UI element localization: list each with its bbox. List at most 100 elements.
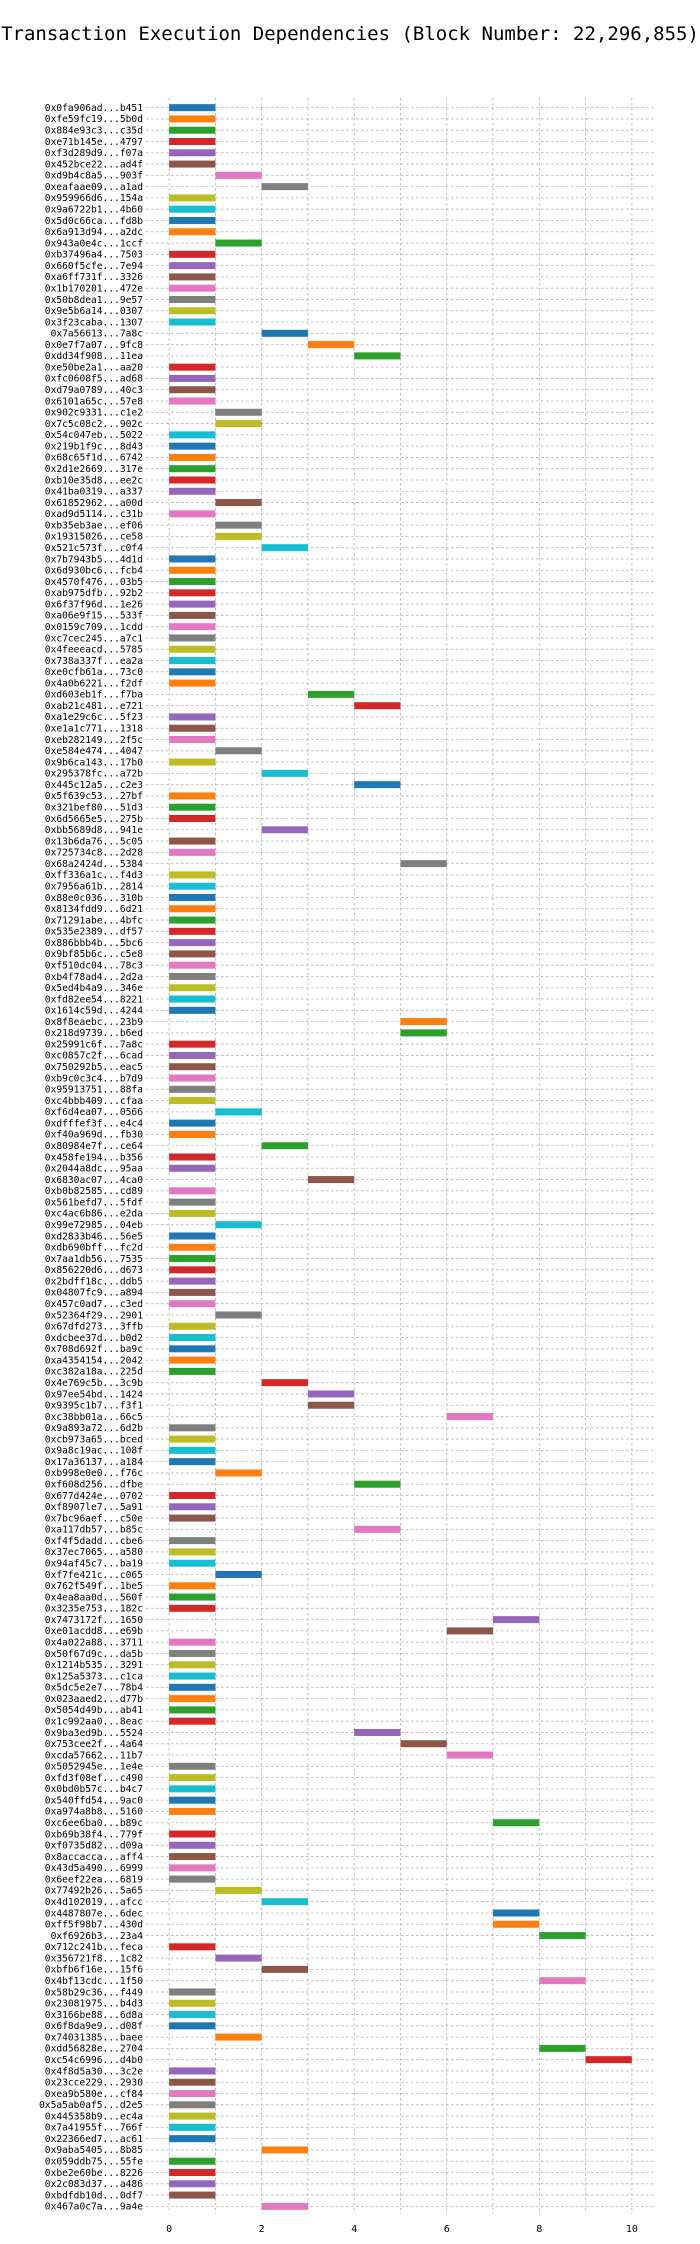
y-tick-label: 0x8accacca...aff4 (45, 1852, 143, 1863)
y-tick-label: 0xf608d256...dfbe (45, 1480, 143, 1491)
gantt-bar (169, 758, 216, 766)
gantt-bar (169, 1300, 216, 1308)
gantt-bar (215, 1311, 262, 1319)
y-tick-label: 0x712c241b...feca (45, 1942, 143, 1953)
gantt-bar (539, 1977, 586, 1985)
y-tick-label: 0x540ffd54...9ac0 (45, 1795, 143, 1806)
y-tick-label: 0xe50be2a1...aa20 (45, 362, 143, 373)
y-tick-label: 0x762f549f...1be5 (45, 1581, 143, 1592)
y-tick-label: 0x7a41955f...766f (45, 2123, 143, 2134)
y-tick-label: 0x6830ac07...4ca0 (45, 1175, 143, 1186)
gantt-bar (169, 1864, 216, 1872)
gantt-bar (169, 589, 216, 597)
y-tick-label: 0x561befd7...5fdf (45, 1197, 143, 1208)
y-tick-label: 0x7b7943b5...4d1d (45, 554, 143, 565)
y-tick-label: 0xb4f78ad4...2d2a (45, 972, 143, 983)
y-tick-label: 0xb9c0c3c4...b7d9 (45, 1073, 143, 1084)
gantt-bar (307, 341, 355, 349)
y-tick-label: 0xc0857c2f...6cad (45, 1051, 143, 1062)
gantt-bar (169, 104, 216, 112)
bar-layer (169, 104, 632, 2210)
y-tick-label: 0x41ba0319...a337 (45, 487, 143, 498)
gantt-bar (261, 2146, 308, 2154)
y-tick-label: 0xa1e29c6c...5f23 (45, 712, 143, 723)
y-tick-label: 0xfd82ee54...8221 (45, 994, 143, 1005)
y-tick-label: 0x5ed4b4a9...346e (45, 983, 143, 994)
y-tick-label: 0xa06e9f15...533f (45, 611, 143, 622)
gantt-bar (169, 1130, 216, 1138)
gantt-bar (215, 1954, 262, 1962)
gantt-bar (539, 1932, 586, 1940)
y-tick-label: 0xea9b580e...cf84 (45, 2089, 143, 2100)
gantt-bar (169, 814, 216, 822)
y-tick-label: 0xf8907le7...5a91 (45, 1502, 143, 1513)
gantt-bar (169, 657, 216, 665)
y-tick-label: 0x0fa906ad...b451 (45, 103, 143, 114)
y-tick-label: 0x3f23caba...1307 (45, 317, 143, 328)
gantt-bar (169, 1435, 216, 1443)
y-tick-label: 0xc38bb01a...66c5 (45, 1412, 143, 1423)
y-tick-label: 0x6a913d94...a2dc (45, 227, 143, 238)
gantt-bar (169, 465, 216, 473)
gantt-bar (169, 318, 216, 326)
gantt-bar (493, 1909, 540, 1917)
y-tick-label: 0x1614c59d...4244 (45, 1006, 143, 1017)
y-tick-label: 0xd2833b46...56e5 (45, 1231, 143, 1242)
gantt-bar (169, 803, 216, 811)
y-tick-label: 0x9a6722b1...4b60 (45, 204, 143, 215)
gantt-bar (169, 115, 216, 123)
gantt-bar (169, 916, 216, 924)
y-tick-label: 0xfe59fc19...5b0d (45, 114, 143, 125)
gantt-bar (215, 2033, 262, 2041)
x-tick-label: 10 (626, 2224, 638, 2235)
gantt-bar (169, 623, 216, 631)
y-tick-label: 0x7bc96aef...c50e (45, 1513, 143, 1524)
y-tick-label: 0xc54c6996...d4b0 (45, 2055, 143, 2066)
gantt-bar (169, 1119, 216, 1127)
y-tick-label: 0xf40a969d...fb30 (45, 1130, 143, 1141)
gantt-bar (169, 487, 216, 495)
y-tick-label: 0xe0cfb61a...73c0 (45, 667, 143, 678)
gantt-bar (169, 2112, 216, 2120)
gantt-bar (400, 1740, 447, 1748)
gantt-bar (169, 295, 216, 303)
gantt-bar (169, 1288, 216, 1296)
gantt-bar (215, 171, 262, 179)
y-tick-label: 0x95913751...88fa (45, 1085, 143, 1096)
gantt-bar (169, 149, 216, 157)
gantt-bar (261, 1965, 308, 1973)
gantt-bar (169, 2191, 216, 2199)
y-tick-label: 0x9aba5405...8b85 (45, 2145, 143, 2156)
gantt-bar (169, 1672, 216, 1680)
gantt-bar (169, 1345, 216, 1353)
y-tick-label: 0x535e2389...df57 (45, 927, 143, 938)
gantt-bar (261, 2202, 308, 2210)
gantt-bar (215, 1108, 262, 1116)
y-tick-label: 0x37ec7065...a580 (45, 1547, 143, 1558)
y-tick-label: 0x4ea8aa0d...560f (45, 1592, 143, 1603)
gantt-bar (354, 1525, 401, 1533)
y-tick-label: 0x23cce229...2930 (45, 2078, 143, 2089)
gantt-bar (261, 544, 308, 552)
y-tick-label: 0x9b6ca143...17b0 (45, 757, 143, 768)
gantt-bar (169, 634, 216, 642)
y-tick-label: 0x7a56613...7a8c (51, 329, 143, 340)
gantt-bar (169, 848, 216, 856)
y-tick-label: 0x356721f8...1c82 (45, 1953, 143, 1964)
y-tick-label: 0x2d1e2669...317e (45, 464, 143, 475)
y-tick-label: 0x677d424e...0702 (45, 1491, 143, 1502)
y-tick-label: 0x19315026...ce58 (45, 532, 143, 543)
gantt-bar (169, 1661, 216, 1669)
gantt-bar (169, 961, 216, 969)
y-tick-label: 0xc4bbb409...cfaa (45, 1096, 143, 1107)
gantt-bar (400, 1018, 447, 1026)
y-tick-label: 0xb10e35d8...ee2c (45, 475, 143, 486)
gantt-bar (215, 420, 262, 428)
gantt-bar (169, 1006, 216, 1014)
gantt-bar (169, 363, 216, 371)
gantt-bar (169, 2090, 216, 2098)
y-tick-label: 0x61852962...a00d (45, 498, 143, 509)
gantt-bar (261, 329, 308, 337)
gantt-bar (169, 837, 216, 845)
y-tick-label: 0x4a0b6221...f2df (45, 678, 143, 689)
